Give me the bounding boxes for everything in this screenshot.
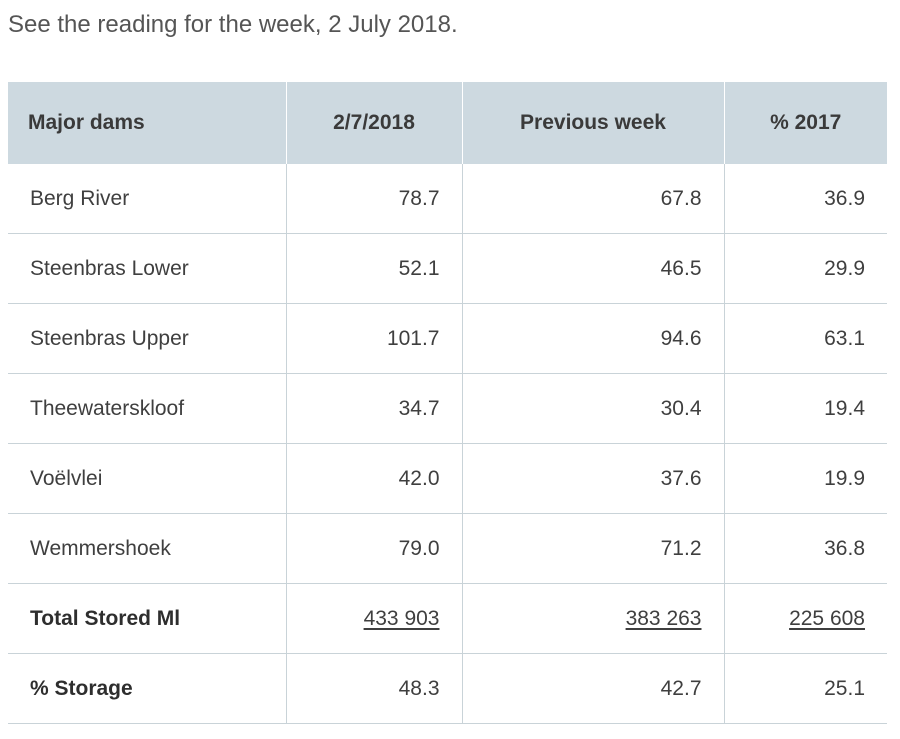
current-value: 52.1: [286, 233, 463, 304]
storage-percent-row: % Storage 48.3 42.7 25.1: [8, 653, 887, 724]
storage-previous-value: 42.7: [462, 653, 725, 724]
header-major-dams: Major dams: [8, 82, 287, 164]
total-current-value: 433 903: [363, 606, 440, 630]
dam-name: Berg River: [8, 164, 287, 234]
total-stored-row: Total Stored Ml 433 903 383 263 225 608: [8, 583, 887, 654]
current-value: 34.7: [286, 373, 463, 444]
dam-name: Steenbras Upper: [8, 303, 287, 374]
table-row: Wemmershoek 79.0 71.2 36.8: [8, 513, 887, 584]
previous-value: 94.6: [462, 303, 725, 374]
last-year-value: 63.1: [724, 303, 887, 374]
table-row: Steenbras Lower 52.1 46.5 29.9: [8, 233, 887, 304]
header-previous-week: Previous week: [462, 82, 725, 164]
total-stored-label: Total Stored Ml: [8, 583, 287, 654]
dam-levels-table: Major dams 2/7/2018 Previous week % 2017…: [8, 82, 887, 724]
storage-percent-label: % Storage: [8, 653, 287, 724]
last-year-value: 36.8: [724, 513, 887, 584]
dam-name: Steenbras Lower: [8, 233, 287, 304]
dam-name: Wemmershoek: [8, 513, 287, 584]
previous-value: 37.6: [462, 443, 725, 514]
current-value: 79.0: [286, 513, 463, 584]
table-row: Berg River 78.7 67.8 36.9: [8, 164, 887, 234]
dam-name: Voëlvlei: [8, 443, 287, 514]
current-value: 78.7: [286, 164, 463, 234]
last-year-value: 29.9: [724, 233, 887, 304]
table-row: Steenbras Upper 101.7 94.6 63.1: [8, 303, 887, 374]
table-row: Theewaterskloof 34.7 30.4 19.4: [8, 373, 887, 444]
header-percent-2017: % 2017: [724, 82, 887, 164]
table-body: Berg River 78.7 67.8 36.9 Steenbras Lowe…: [8, 164, 887, 724]
total-current-cell: 433 903: [286, 583, 463, 654]
last-year-value: 19.9: [724, 443, 887, 514]
current-value: 101.7: [286, 303, 463, 374]
header-row: Major dams 2/7/2018 Previous week % 2017: [8, 82, 887, 164]
total-last-year-cell: 225 608: [724, 583, 887, 654]
intro-text: See the reading for the week, 2 July 201…: [8, 11, 458, 38]
header-current-date: 2/7/2018: [286, 82, 463, 164]
total-last-year-value: 225 608: [789, 606, 865, 630]
current-value: 42.0: [286, 443, 463, 514]
table-header: Major dams 2/7/2018 Previous week % 2017: [8, 82, 887, 164]
storage-last-year-value: 25.1: [724, 653, 887, 724]
previous-value: 30.4: [462, 373, 725, 444]
last-year-value: 36.9: [724, 164, 887, 234]
previous-value: 46.5: [462, 233, 725, 304]
dam-name: Theewaterskloof: [8, 373, 287, 444]
previous-value: 71.2: [462, 513, 725, 584]
total-previous-value: 383 263: [625, 606, 702, 630]
storage-current-value: 48.3: [286, 653, 463, 724]
total-previous-cell: 383 263: [462, 583, 725, 654]
table-row: Voëlvlei 42.0 37.6 19.9: [8, 443, 887, 514]
last-year-value: 19.4: [724, 373, 887, 444]
previous-value: 67.8: [462, 164, 725, 234]
